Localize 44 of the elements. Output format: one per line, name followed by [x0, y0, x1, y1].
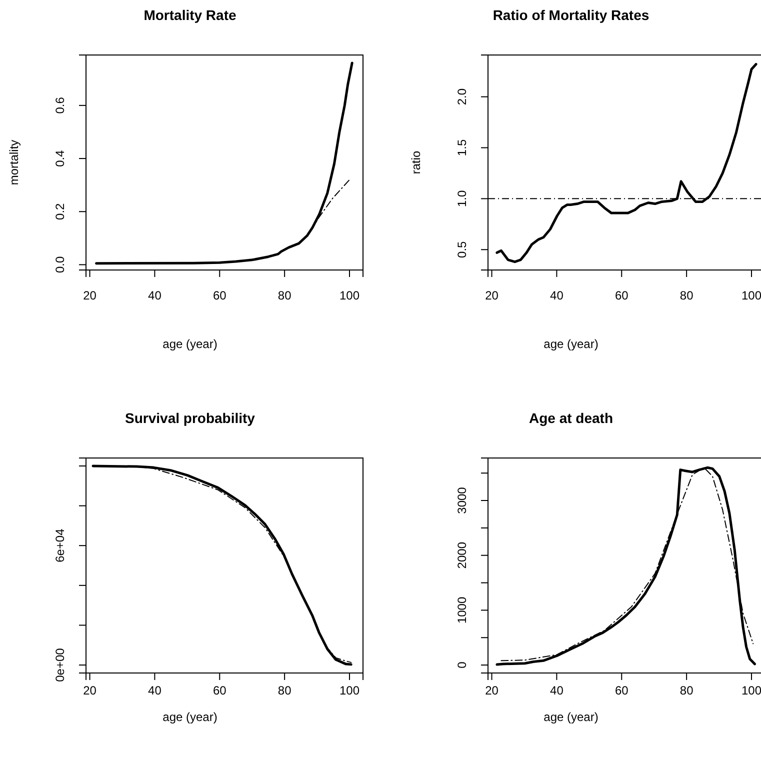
y-tick-label: 1000	[455, 596, 469, 624]
x-tick-label: 60	[614, 684, 629, 698]
x-tick-label: 80	[680, 288, 694, 303]
y-tick-label: 2.0	[455, 88, 469, 106]
x-tick-label: 100	[741, 288, 761, 303]
x-tick-label: 20	[83, 684, 97, 698]
x-tick-label: 40	[148, 684, 162, 698]
y-tick-label: 6e+04	[53, 528, 67, 562]
x-tick-label: 100	[741, 684, 761, 698]
x-tick-label: 80	[278, 288, 292, 303]
x-tick-label: 60	[614, 288, 629, 303]
x-axis-title: age (year)	[544, 337, 598, 351]
x-axis-title: age (year)	[544, 710, 598, 724]
y-tick-label: 0.6	[53, 96, 67, 114]
x-tick-label: 60	[212, 684, 227, 698]
x-tick-label: 20	[83, 288, 97, 303]
x-tick-label: 80	[278, 684, 292, 698]
x-tick-label: 60	[212, 288, 227, 303]
x-tick-label: 100	[339, 684, 360, 698]
y-tick-label: 0.0	[53, 256, 67, 274]
y-tick-label: 3000	[455, 486, 469, 514]
y-tick-label: 0.4	[53, 150, 67, 167]
x-tick-label: 40	[550, 288, 564, 303]
y-tick-label: 1.0	[455, 190, 469, 208]
x-axis-title: age (year)	[162, 337, 218, 351]
x-tick-label: 20	[485, 684, 499, 698]
chart-title: Survival probability	[125, 410, 256, 426]
x-tick-label: 100	[339, 288, 360, 303]
y-tick-label: 0.5	[455, 240, 469, 258]
x-tick-label: 80	[680, 684, 694, 698]
x-tick-label: 20	[485, 288, 499, 303]
y-tick-label: 0.2	[53, 202, 67, 220]
y-axis-title: mortality	[7, 140, 21, 186]
x-tick-label: 40	[550, 684, 564, 698]
x-axis-title: age (year)	[162, 710, 218, 724]
chart-title: Mortality Rate	[144, 7, 236, 23]
y-tick-label: 0e+00	[53, 648, 67, 682]
chart-title: Ratio of Mortality Rates	[492, 7, 650, 23]
y-axis-title: ratio	[409, 150, 423, 174]
chart-title: Age at death	[528, 410, 614, 426]
y-tick-label: 2000	[455, 542, 469, 569]
y-tick-label: 1.5	[455, 139, 469, 156]
y-tick-label: 0	[455, 661, 469, 668]
x-tick-label: 40	[148, 288, 162, 303]
